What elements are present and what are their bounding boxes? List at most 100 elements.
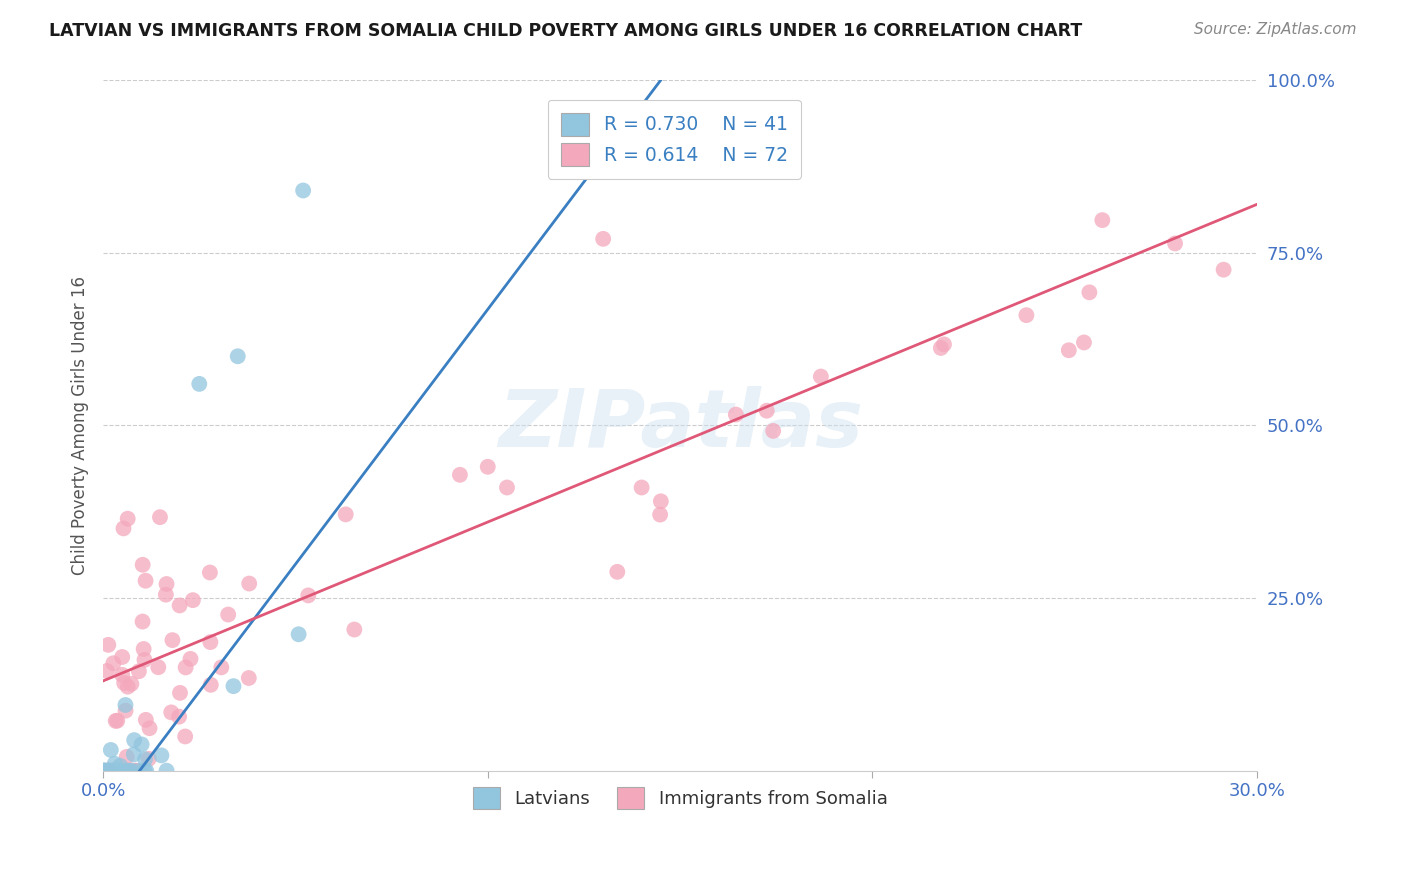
Point bbox=[93, 764, 115, 778]
Point bbox=[134, 764, 156, 778]
Point bbox=[606, 565, 628, 579]
Point bbox=[287, 627, 309, 641]
Point bbox=[592, 232, 614, 246]
Point bbox=[132, 642, 155, 657]
Point bbox=[174, 660, 197, 674]
Point bbox=[104, 714, 127, 728]
Point bbox=[121, 764, 143, 778]
Text: ZIPatlas: ZIPatlas bbox=[498, 386, 863, 465]
Point bbox=[104, 764, 127, 778]
Point bbox=[449, 467, 471, 482]
Point bbox=[650, 508, 672, 522]
Point bbox=[97, 764, 120, 778]
Point bbox=[122, 733, 145, 747]
Point bbox=[762, 424, 785, 438]
Point bbox=[755, 403, 778, 417]
Point bbox=[297, 589, 319, 603]
Point bbox=[93, 764, 115, 778]
Point bbox=[105, 764, 128, 778]
Point bbox=[1073, 335, 1095, 350]
Point bbox=[134, 752, 156, 766]
Point bbox=[181, 593, 204, 607]
Text: Source: ZipAtlas.com: Source: ZipAtlas.com bbox=[1194, 22, 1357, 37]
Point bbox=[125, 764, 148, 778]
Point bbox=[138, 752, 160, 766]
Point bbox=[198, 566, 221, 580]
Point bbox=[105, 714, 128, 728]
Point bbox=[104, 764, 127, 778]
Point bbox=[97, 638, 120, 652]
Point bbox=[104, 756, 127, 771]
Point bbox=[217, 607, 239, 622]
Point bbox=[929, 341, 952, 355]
Point bbox=[96, 764, 118, 778]
Point bbox=[200, 678, 222, 692]
Point bbox=[222, 679, 245, 693]
Point bbox=[1015, 308, 1038, 322]
Point bbox=[107, 764, 129, 778]
Point bbox=[135, 574, 157, 588]
Point bbox=[150, 748, 173, 763]
Point bbox=[162, 633, 184, 648]
Point bbox=[477, 459, 499, 474]
Point bbox=[148, 660, 170, 674]
Point bbox=[1091, 213, 1114, 227]
Point bbox=[581, 163, 603, 178]
Point bbox=[810, 369, 832, 384]
Legend: Latvians, Immigrants from Somalia: Latvians, Immigrants from Somalia bbox=[458, 772, 901, 824]
Point bbox=[118, 764, 141, 778]
Point bbox=[169, 686, 191, 700]
Point bbox=[131, 558, 153, 572]
Point bbox=[134, 653, 156, 667]
Point bbox=[1057, 343, 1080, 358]
Point bbox=[1078, 285, 1101, 300]
Point bbox=[98, 764, 121, 778]
Point bbox=[496, 481, 519, 495]
Point bbox=[128, 764, 150, 778]
Point bbox=[111, 668, 134, 682]
Point bbox=[93, 764, 115, 778]
Point bbox=[343, 623, 366, 637]
Point bbox=[103, 657, 125, 671]
Point bbox=[117, 512, 139, 526]
Point bbox=[149, 510, 172, 524]
Point bbox=[135, 713, 157, 727]
Point bbox=[117, 764, 139, 778]
Point bbox=[115, 764, 138, 778]
Point bbox=[188, 376, 211, 391]
Point bbox=[111, 650, 134, 665]
Point bbox=[155, 577, 177, 591]
Point bbox=[131, 615, 153, 629]
Point bbox=[101, 764, 124, 778]
Point bbox=[209, 660, 232, 674]
Point bbox=[103, 764, 125, 778]
Point bbox=[155, 764, 177, 778]
Point bbox=[100, 743, 122, 757]
Point bbox=[96, 664, 118, 678]
Point bbox=[179, 652, 201, 666]
Point bbox=[650, 494, 672, 508]
Point bbox=[155, 588, 177, 602]
Point bbox=[128, 665, 150, 679]
Point bbox=[200, 635, 222, 649]
Point bbox=[93, 764, 115, 778]
Point bbox=[238, 671, 260, 685]
Point bbox=[135, 764, 157, 778]
Point bbox=[932, 337, 955, 351]
Point bbox=[160, 706, 183, 720]
Point bbox=[138, 721, 160, 735]
Point bbox=[1212, 262, 1234, 277]
Point bbox=[114, 704, 136, 718]
Point bbox=[112, 521, 135, 535]
Point bbox=[124, 764, 146, 778]
Y-axis label: Child Poverty Among Girls Under 16: Child Poverty Among Girls Under 16 bbox=[72, 276, 89, 574]
Point bbox=[114, 698, 136, 712]
Point bbox=[97, 764, 120, 778]
Point bbox=[112, 676, 135, 690]
Point bbox=[103, 764, 125, 778]
Point bbox=[335, 508, 357, 522]
Point bbox=[100, 764, 122, 778]
Point bbox=[169, 599, 191, 613]
Text: LATVIAN VS IMMIGRANTS FROM SOMALIA CHILD POVERTY AMONG GIRLS UNDER 16 CORRELATIO: LATVIAN VS IMMIGRANTS FROM SOMALIA CHILD… bbox=[49, 22, 1083, 40]
Point bbox=[724, 408, 747, 422]
